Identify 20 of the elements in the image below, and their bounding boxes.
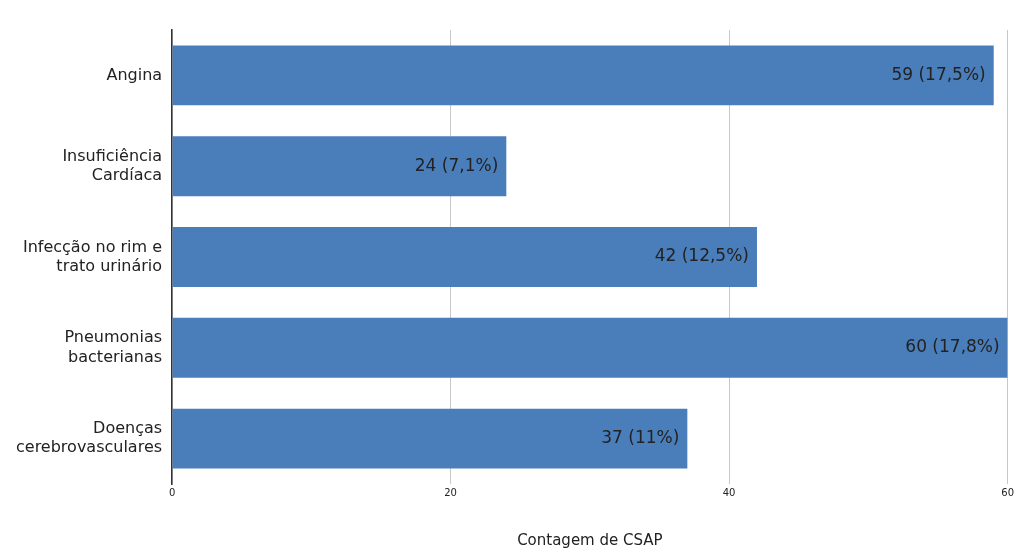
data-label: 59 (17,5%)	[891, 63, 986, 84]
y-tick-label: Infecção no rim e trato urinário	[22, 236, 163, 275]
x-tick-label: 40	[722, 486, 736, 498]
x-tick-label: 60	[1001, 486, 1014, 498]
bar	[172, 136, 507, 197]
x-axis-title: Contagem de CSAP	[517, 530, 663, 549]
data-label: 37 (11%)	[601, 427, 680, 448]
bar	[172, 408, 688, 469]
y-tick-label: Angina	[106, 64, 163, 84]
bar	[172, 317, 1008, 378]
data-label: 42 (12,5%)	[654, 245, 749, 266]
x-tick-label: 0	[168, 486, 176, 498]
bar	[172, 45, 994, 106]
bar	[172, 227, 757, 287]
y-tick-label: Doenças cerebrovasculares	[15, 418, 163, 457]
y-tick-label: Pneumonias bacterianas	[64, 327, 163, 366]
y-tick-label: Insuficiência Cardíaca	[62, 145, 163, 184]
x-tick-label: 20	[444, 486, 457, 498]
data-label: 24 (7,1%)	[414, 154, 499, 175]
data-label: 60 (17,8%)	[905, 336, 1000, 357]
